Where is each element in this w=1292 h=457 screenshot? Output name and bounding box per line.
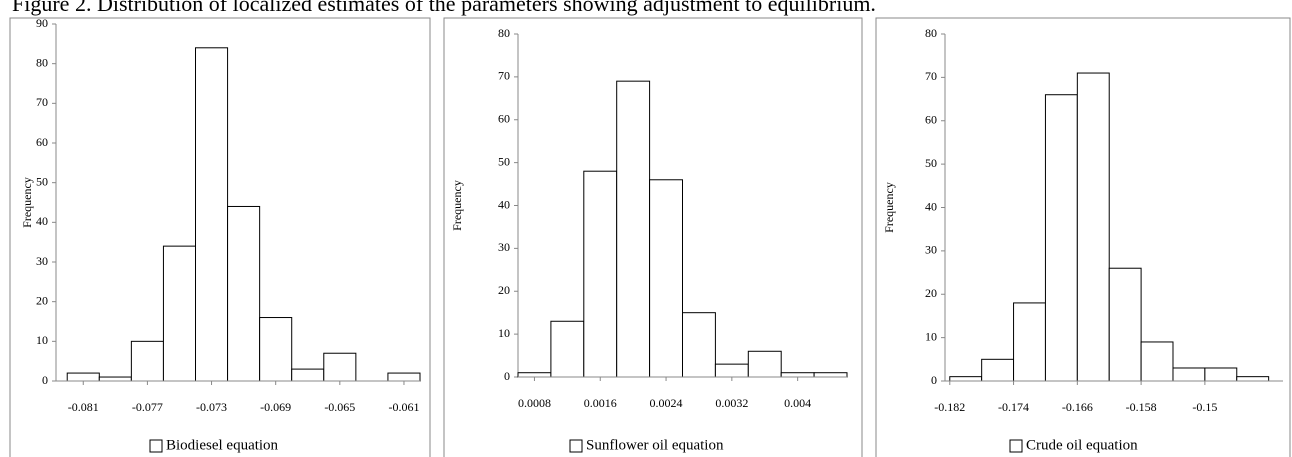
y-tick-label: 70	[925, 69, 937, 83]
x-tick-label: 0.0016	[584, 396, 617, 410]
y-tick-label: 70	[498, 69, 510, 83]
legend-label: Crude oil equation	[1026, 437, 1138, 453]
x-tick-label: 0.0032	[715, 396, 748, 410]
panel-border	[875, 17, 1291, 457]
bar	[387, 372, 421, 382]
x-tick-label: -0.158	[1126, 400, 1157, 414]
bar	[259, 317, 293, 382]
y-tick-label: 0	[42, 373, 48, 387]
bar	[1044, 94, 1078, 382]
x-tick-label: -0.077	[132, 400, 163, 414]
legend-swatch	[569, 439, 583, 453]
y-tick-label: 50	[36, 174, 48, 188]
y-tick-label: 90	[36, 16, 48, 30]
bar	[747, 350, 782, 378]
y-axis-label: Frequency	[20, 177, 34, 228]
y-tick-label: 60	[36, 135, 48, 149]
x-tick-label: 0.004	[784, 396, 811, 410]
x-tick-label: -0.081	[68, 400, 99, 414]
bar	[1204, 367, 1238, 382]
bar	[550, 320, 585, 378]
y-tick-label: 10	[36, 333, 48, 347]
legend-swatch	[149, 439, 163, 453]
bar	[1013, 302, 1046, 382]
x-tick-label: 0.0024	[650, 396, 683, 410]
bar	[649, 179, 683, 378]
y-tick-label: 40	[925, 199, 937, 213]
bar	[66, 372, 100, 382]
y-tick-label: 30	[36, 254, 48, 268]
bar	[682, 312, 716, 378]
bar	[1140, 341, 1174, 382]
legend-label: Biodiesel equation	[166, 437, 279, 453]
bar	[517, 372, 552, 378]
bar	[1236, 376, 1270, 382]
bar	[813, 372, 848, 378]
bar	[323, 352, 357, 382]
bar	[195, 47, 229, 382]
y-tick-label: 10	[498, 326, 510, 340]
bar	[949, 376, 983, 382]
panel-border	[9, 17, 431, 457]
y-tick-label: 40	[36, 214, 48, 228]
legend-label: Sunflower oil equation	[586, 437, 724, 453]
y-tick-label: 30	[498, 240, 510, 254]
x-tick-label: -0.166	[1062, 400, 1093, 414]
figure-title: Figure 2. Distribution of localized esti…	[12, 0, 876, 16]
y-tick-label: 20	[925, 286, 937, 300]
y-tick-label: 40	[498, 197, 510, 211]
bar	[616, 80, 651, 378]
bar	[162, 245, 197, 382]
y-tick-label: 0	[504, 369, 510, 383]
bar	[98, 376, 132, 382]
bar	[981, 358, 1015, 382]
y-tick-label: 60	[925, 113, 937, 127]
x-tick-label: 0.0008	[518, 396, 551, 410]
y-tick-label: 70	[36, 95, 48, 109]
y-tick-label: 0	[931, 373, 937, 387]
y-tick-label: 80	[498, 26, 510, 40]
y-tick-label: 80	[925, 26, 937, 40]
legend-swatch	[1009, 439, 1023, 453]
y-tick-label: 50	[498, 154, 510, 168]
y-axis-label: Frequency	[450, 180, 464, 231]
y-tick-label: 20	[498, 283, 510, 297]
bar	[291, 368, 325, 382]
bar	[130, 340, 164, 382]
y-tick-label: 50	[925, 156, 937, 170]
y-tick-label: 30	[925, 243, 937, 257]
x-tick-label: -0.174	[998, 400, 1029, 414]
y-axis-label: Frequency	[882, 182, 896, 233]
bar	[1076, 72, 1110, 382]
y-tick-label: 80	[36, 55, 48, 69]
y-tick-label: 20	[36, 293, 48, 307]
x-tick-label: -0.15	[1192, 400, 1217, 414]
x-tick-label: -0.182	[934, 400, 965, 414]
bar	[1108, 267, 1142, 382]
bar	[227, 205, 261, 382]
x-tick-label: -0.069	[260, 400, 291, 414]
bar	[583, 170, 618, 378]
bar	[714, 363, 749, 378]
bar	[1172, 367, 1206, 382]
y-tick-label: 60	[498, 112, 510, 126]
y-tick-label: 10	[925, 329, 937, 343]
x-tick-label: -0.061	[388, 400, 419, 414]
x-tick-label: -0.073	[196, 400, 227, 414]
panel-border	[443, 17, 863, 457]
bar	[780, 372, 815, 378]
x-tick-label: -0.065	[324, 400, 355, 414]
